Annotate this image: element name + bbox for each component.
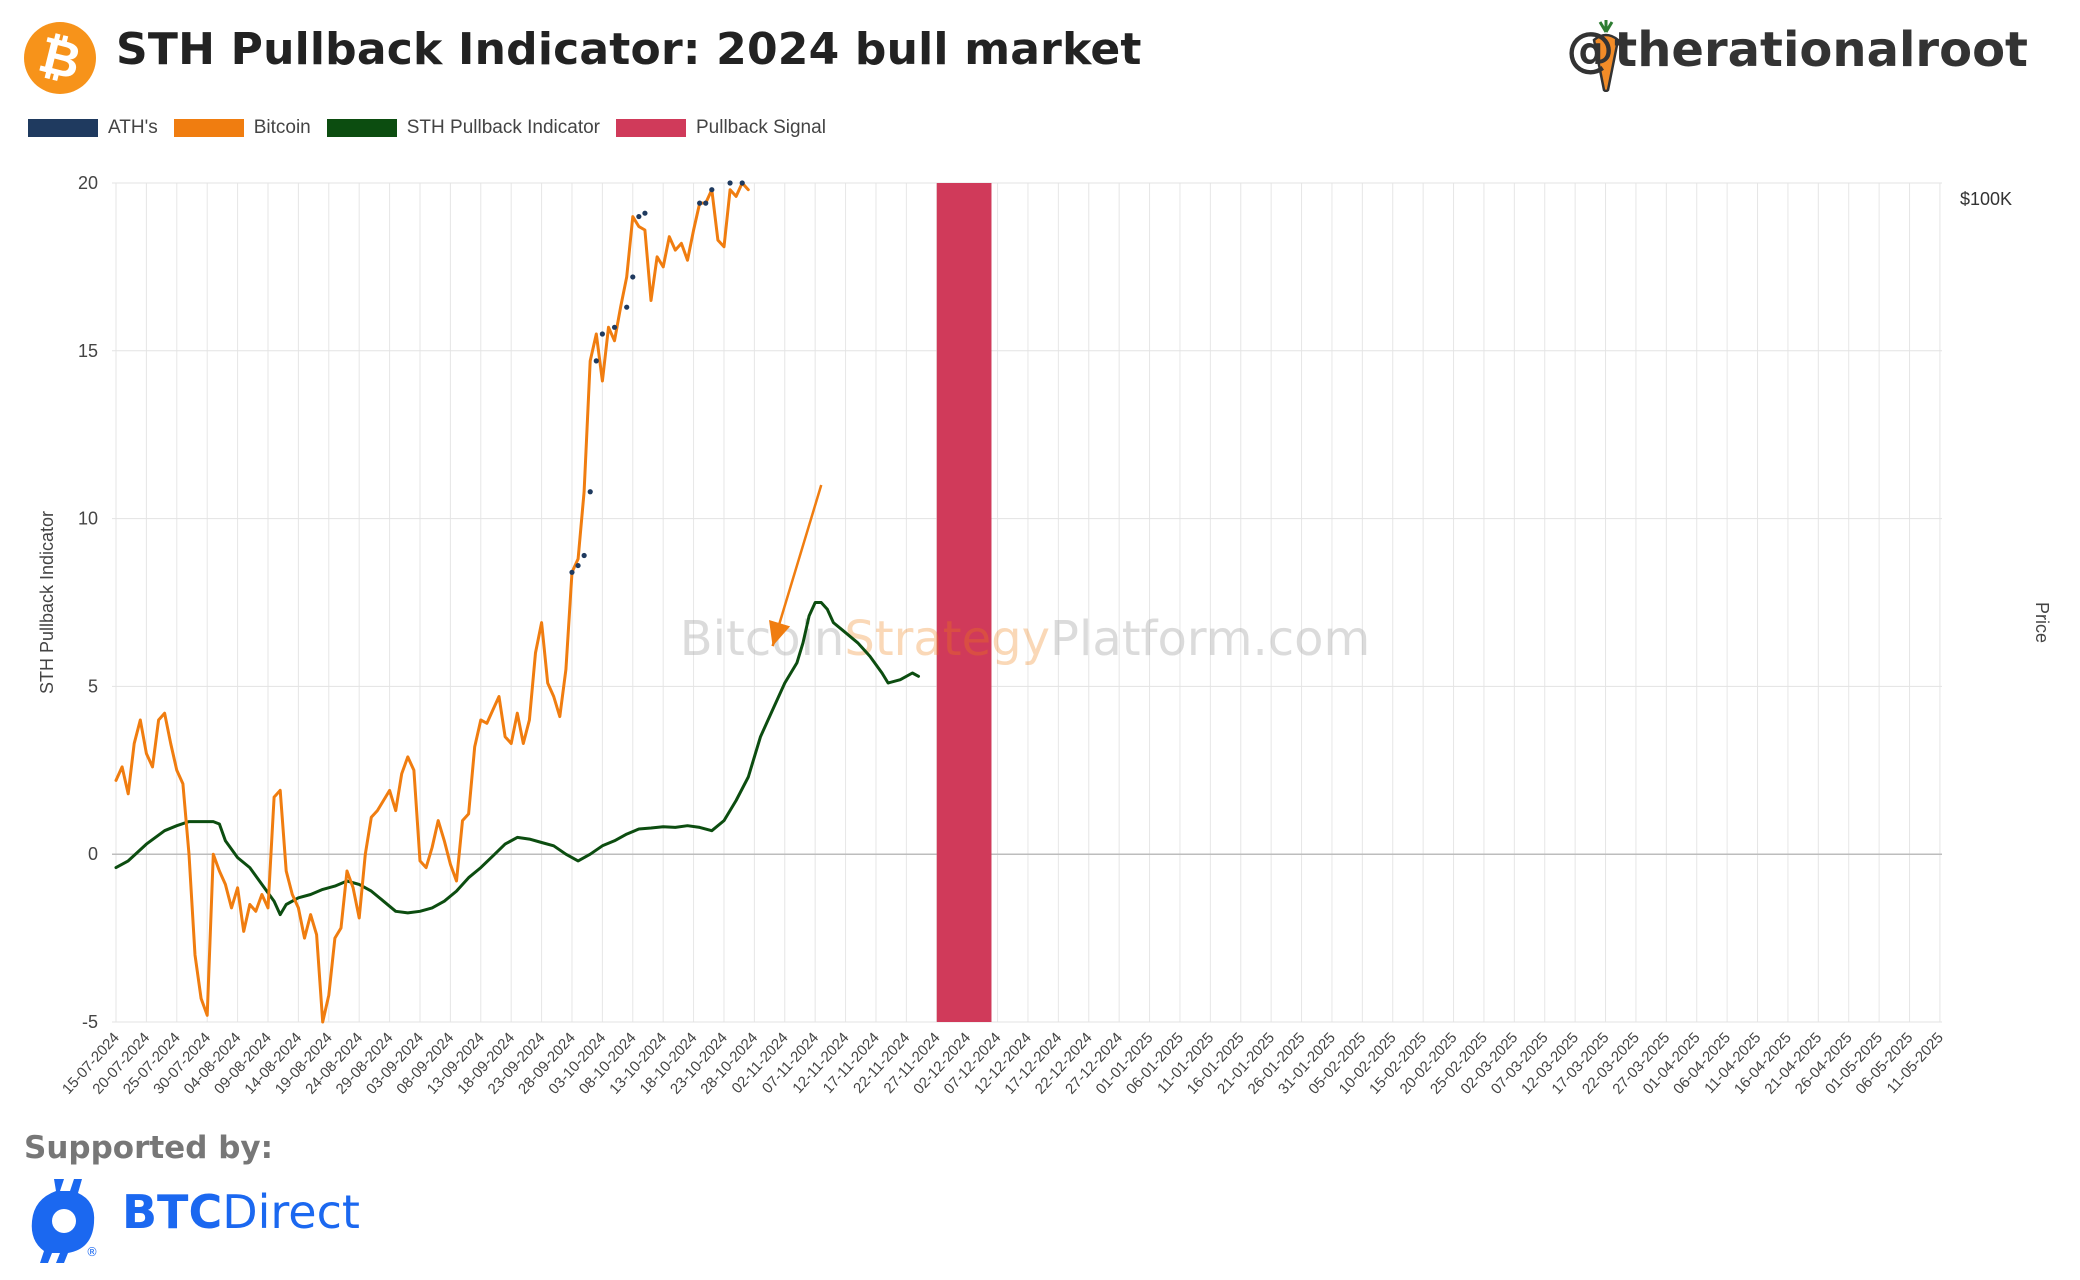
author-handle: @therationalroot <box>1566 22 2028 78</box>
ath-marker <box>575 562 581 569</box>
ath-marker <box>624 304 630 310</box>
annotation-arrow-head <box>769 619 791 647</box>
ath-marker <box>636 213 642 220</box>
y-axis-title: STH Pullback Indicator <box>37 511 57 694</box>
btc-direct-icon <box>31 1179 95 1263</box>
chart-title: STH Pullback Indicator: 2024 bull market <box>116 24 1142 75</box>
series-line-bitcoin <box>114 181 750 1024</box>
legend-item-pullback-signal[interactable]: Pullback Signal <box>616 117 826 139</box>
ath-marker <box>709 187 715 193</box>
ath-marker <box>697 200 703 206</box>
legend-label-bitcoin: Bitcoin <box>253 117 311 138</box>
btc-direct-logo: BTCDirect ® <box>30 1175 360 1265</box>
legend: ATH's Bitcoin STH Pullback Indicator Pul… <box>28 117 842 139</box>
chart: 15-07-202420-07-202425-07-202430-07-2024… <box>37 173 2052 1098</box>
y-tick-label: 0 <box>88 844 98 864</box>
legend-swatch-aths <box>28 119 98 137</box>
legend-item-bitcoin[interactable]: Bitcoin <box>173 117 311 139</box>
ath-marker <box>593 358 599 364</box>
ath-marker <box>581 552 587 559</box>
supported-by-label: Supported by: <box>24 1130 273 1166</box>
btc-direct-bold: BTC <box>122 1185 223 1239</box>
bitcoin-logo-icon: ₿ <box>24 22 96 94</box>
ath-marker <box>727 180 733 186</box>
legend-item-sth[interactable]: STH Pullback Indicator <box>326 117 600 139</box>
pullback-signal-band <box>936 183 992 1022</box>
registered-mark: ® <box>86 1245 98 1259</box>
header: ₿ STH Pullback Indicator: 2024 bull mark… <box>0 0 2080 110</box>
ath-marker <box>599 331 605 337</box>
legend-label-sth: STH Pullback Indicator <box>406 117 600 138</box>
y2-axis-title: Price <box>2032 602 2052 643</box>
legend-swatch-pullback-signal <box>616 119 686 137</box>
y-tick-label: 10 <box>78 509 98 529</box>
btc-direct-rest: Direct <box>222 1185 360 1239</box>
legend-swatch-sth <box>326 119 397 137</box>
ath-marker <box>739 180 745 186</box>
y-tick-label: 5 <box>88 676 98 696</box>
legend-label-aths: ATH's <box>108 117 158 138</box>
bitcoin-symbol: ₿ <box>33 24 87 92</box>
y-tick-label: 20 <box>78 173 98 193</box>
ath-marker <box>642 210 648 216</box>
legend-swatch-bitcoin <box>173 119 244 137</box>
ath-marker <box>569 569 575 575</box>
ath-marker <box>703 200 709 206</box>
btc-direct-wordmark: BTCDirect <box>122 1185 360 1239</box>
legend-item-aths[interactable]: ATH's <box>28 117 158 139</box>
watermark: BitcoinStrategyPlatform.com <box>680 611 1370 667</box>
y2-tick-label: $100K <box>1960 189 2012 209</box>
ath-marker <box>611 324 618 330</box>
ath-marker <box>630 274 636 280</box>
carrot-icon <box>1592 20 1620 92</box>
annotation-arrow-line <box>771 484 823 647</box>
ath-marker <box>587 489 593 495</box>
y-tick-label: 15 <box>78 341 98 361</box>
legend-label-pullback-signal: Pullback Signal <box>696 117 826 138</box>
series-line-sth-pullback-indicator <box>114 601 920 917</box>
y-tick-label: -5 <box>82 1012 98 1032</box>
